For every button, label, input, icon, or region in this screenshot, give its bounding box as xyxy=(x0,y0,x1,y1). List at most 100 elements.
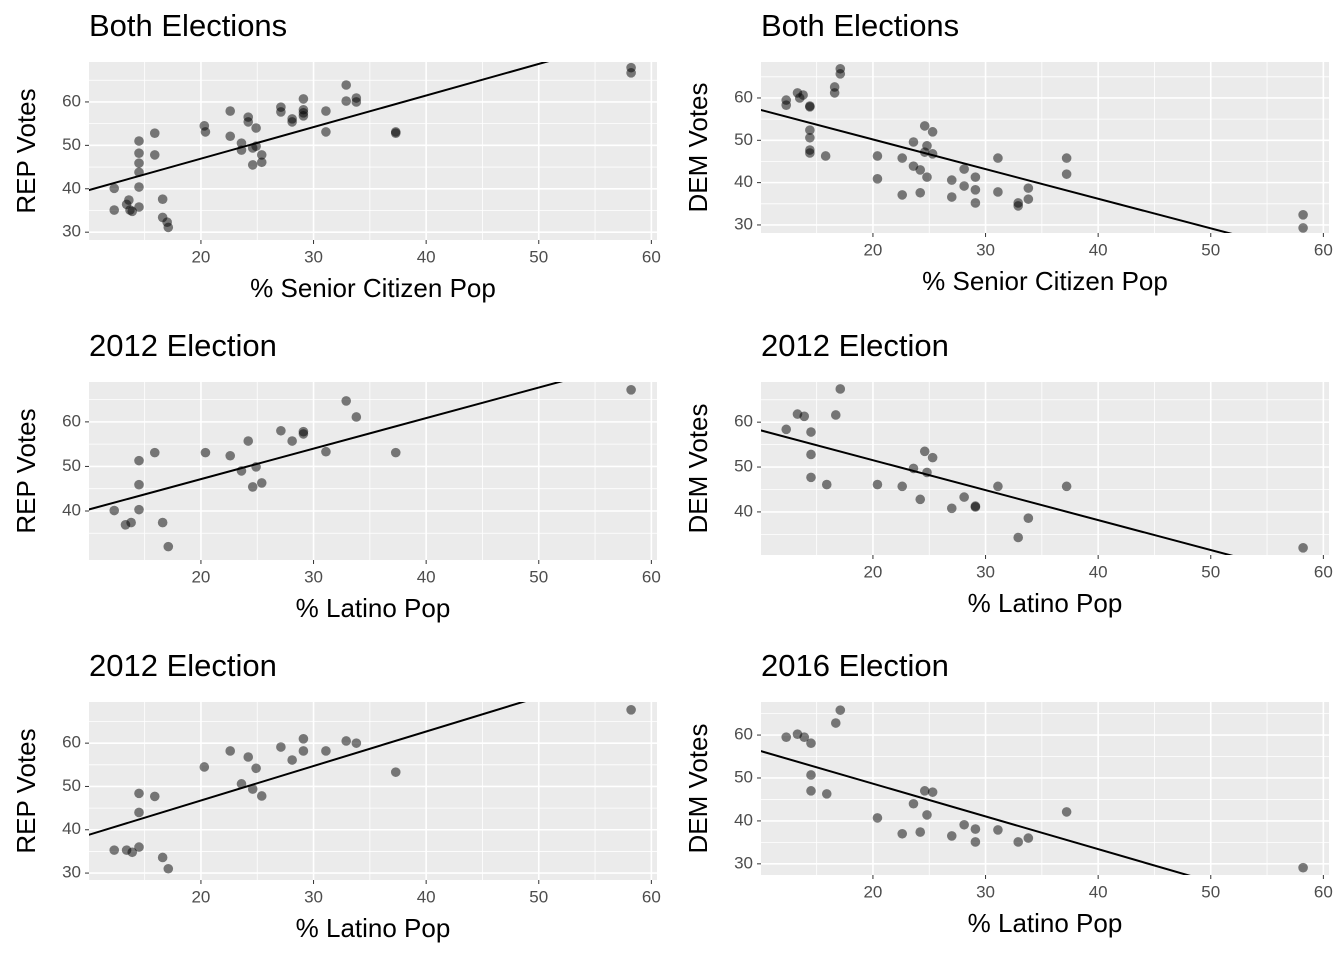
y-tick-label: 60 xyxy=(62,411,81,430)
y-tick-label: 60 xyxy=(734,87,753,106)
panel-background xyxy=(89,62,657,240)
point xyxy=(256,150,267,160)
point xyxy=(321,446,331,457)
point xyxy=(225,450,236,461)
y-tick-label: 60 xyxy=(62,733,81,752)
panel-background xyxy=(761,62,1329,233)
point xyxy=(163,541,174,552)
point xyxy=(897,190,908,200)
point xyxy=(157,517,168,528)
chart-title: Both Elections xyxy=(761,8,959,43)
trend-line xyxy=(89,702,527,836)
y-tick-label: 50 xyxy=(62,456,81,475)
point xyxy=(149,791,160,802)
point xyxy=(799,732,810,743)
point xyxy=(225,106,236,116)
x-tick-label: 20 xyxy=(863,240,882,259)
points xyxy=(781,705,1308,873)
y-tick-label: 50 xyxy=(62,135,81,154)
point xyxy=(1061,481,1072,492)
point xyxy=(157,194,168,204)
point xyxy=(134,148,144,158)
point xyxy=(1013,201,1023,211)
point xyxy=(256,157,267,168)
point xyxy=(134,788,144,799)
point xyxy=(247,482,258,492)
point xyxy=(134,455,144,466)
point xyxy=(276,425,286,436)
point xyxy=(626,384,636,395)
point xyxy=(287,755,297,765)
point xyxy=(321,106,331,116)
point xyxy=(1061,807,1072,817)
points xyxy=(781,384,1308,553)
point xyxy=(806,449,816,460)
x-tick-label: 50 xyxy=(529,887,548,906)
point xyxy=(157,852,168,863)
y-tick-label: 50 xyxy=(734,767,753,786)
y-tick-label: 60 xyxy=(734,725,753,744)
point xyxy=(351,97,362,107)
point xyxy=(970,185,981,195)
panel-background xyxy=(761,382,1329,555)
point xyxy=(1013,532,1023,543)
x-tick-label: 50 xyxy=(1201,240,1220,259)
point xyxy=(1298,223,1308,233)
panel-background xyxy=(89,702,657,880)
x-tick-label: 60 xyxy=(1314,240,1333,259)
points xyxy=(109,384,636,552)
x-tick-label: 40 xyxy=(417,887,436,906)
point xyxy=(341,736,351,746)
point xyxy=(781,100,792,110)
x-tick-label: 50 xyxy=(529,567,548,586)
x-tick-label: 20 xyxy=(191,887,210,906)
point xyxy=(821,789,832,799)
point xyxy=(225,131,236,142)
point xyxy=(806,427,816,437)
y-tick-label: 50 xyxy=(62,776,81,795)
x-tick-label: 40 xyxy=(1089,562,1108,581)
y-tick-label: 50 xyxy=(734,130,753,149)
x-tick-label: 20 xyxy=(863,562,882,581)
point xyxy=(805,125,815,135)
point xyxy=(149,128,160,138)
point xyxy=(970,198,981,208)
point xyxy=(927,787,938,797)
x-tick-label: 60 xyxy=(642,887,661,906)
x-tick-label: 30 xyxy=(976,882,995,901)
y-tick-label: 60 xyxy=(734,412,753,431)
point xyxy=(806,472,816,483)
point xyxy=(126,517,136,528)
point xyxy=(1013,837,1023,847)
point xyxy=(821,479,832,490)
point xyxy=(341,80,351,90)
point xyxy=(298,429,309,439)
points xyxy=(109,62,636,233)
point xyxy=(908,798,919,809)
point xyxy=(109,505,120,516)
points xyxy=(781,63,1308,233)
trend-line xyxy=(761,429,1234,555)
x-tick-label: 50 xyxy=(1201,562,1220,581)
point xyxy=(835,69,846,79)
point xyxy=(134,842,144,852)
trend-line xyxy=(89,62,550,192)
point xyxy=(199,762,210,772)
point xyxy=(1061,169,1072,179)
point xyxy=(915,827,926,837)
point xyxy=(251,123,261,133)
x-tick-label: 50 xyxy=(529,247,548,266)
point xyxy=(830,718,841,728)
point xyxy=(243,752,254,762)
point xyxy=(805,132,815,143)
point xyxy=(390,447,401,458)
point xyxy=(897,153,908,163)
x-axis-label: % Latino Pop xyxy=(968,588,1123,618)
point xyxy=(287,436,297,446)
x-tick-label: 60 xyxy=(642,247,661,266)
trend-line xyxy=(761,108,1233,233)
trend-line xyxy=(761,750,1191,875)
point xyxy=(919,121,930,131)
chart-title: 2012 Election xyxy=(761,328,949,363)
